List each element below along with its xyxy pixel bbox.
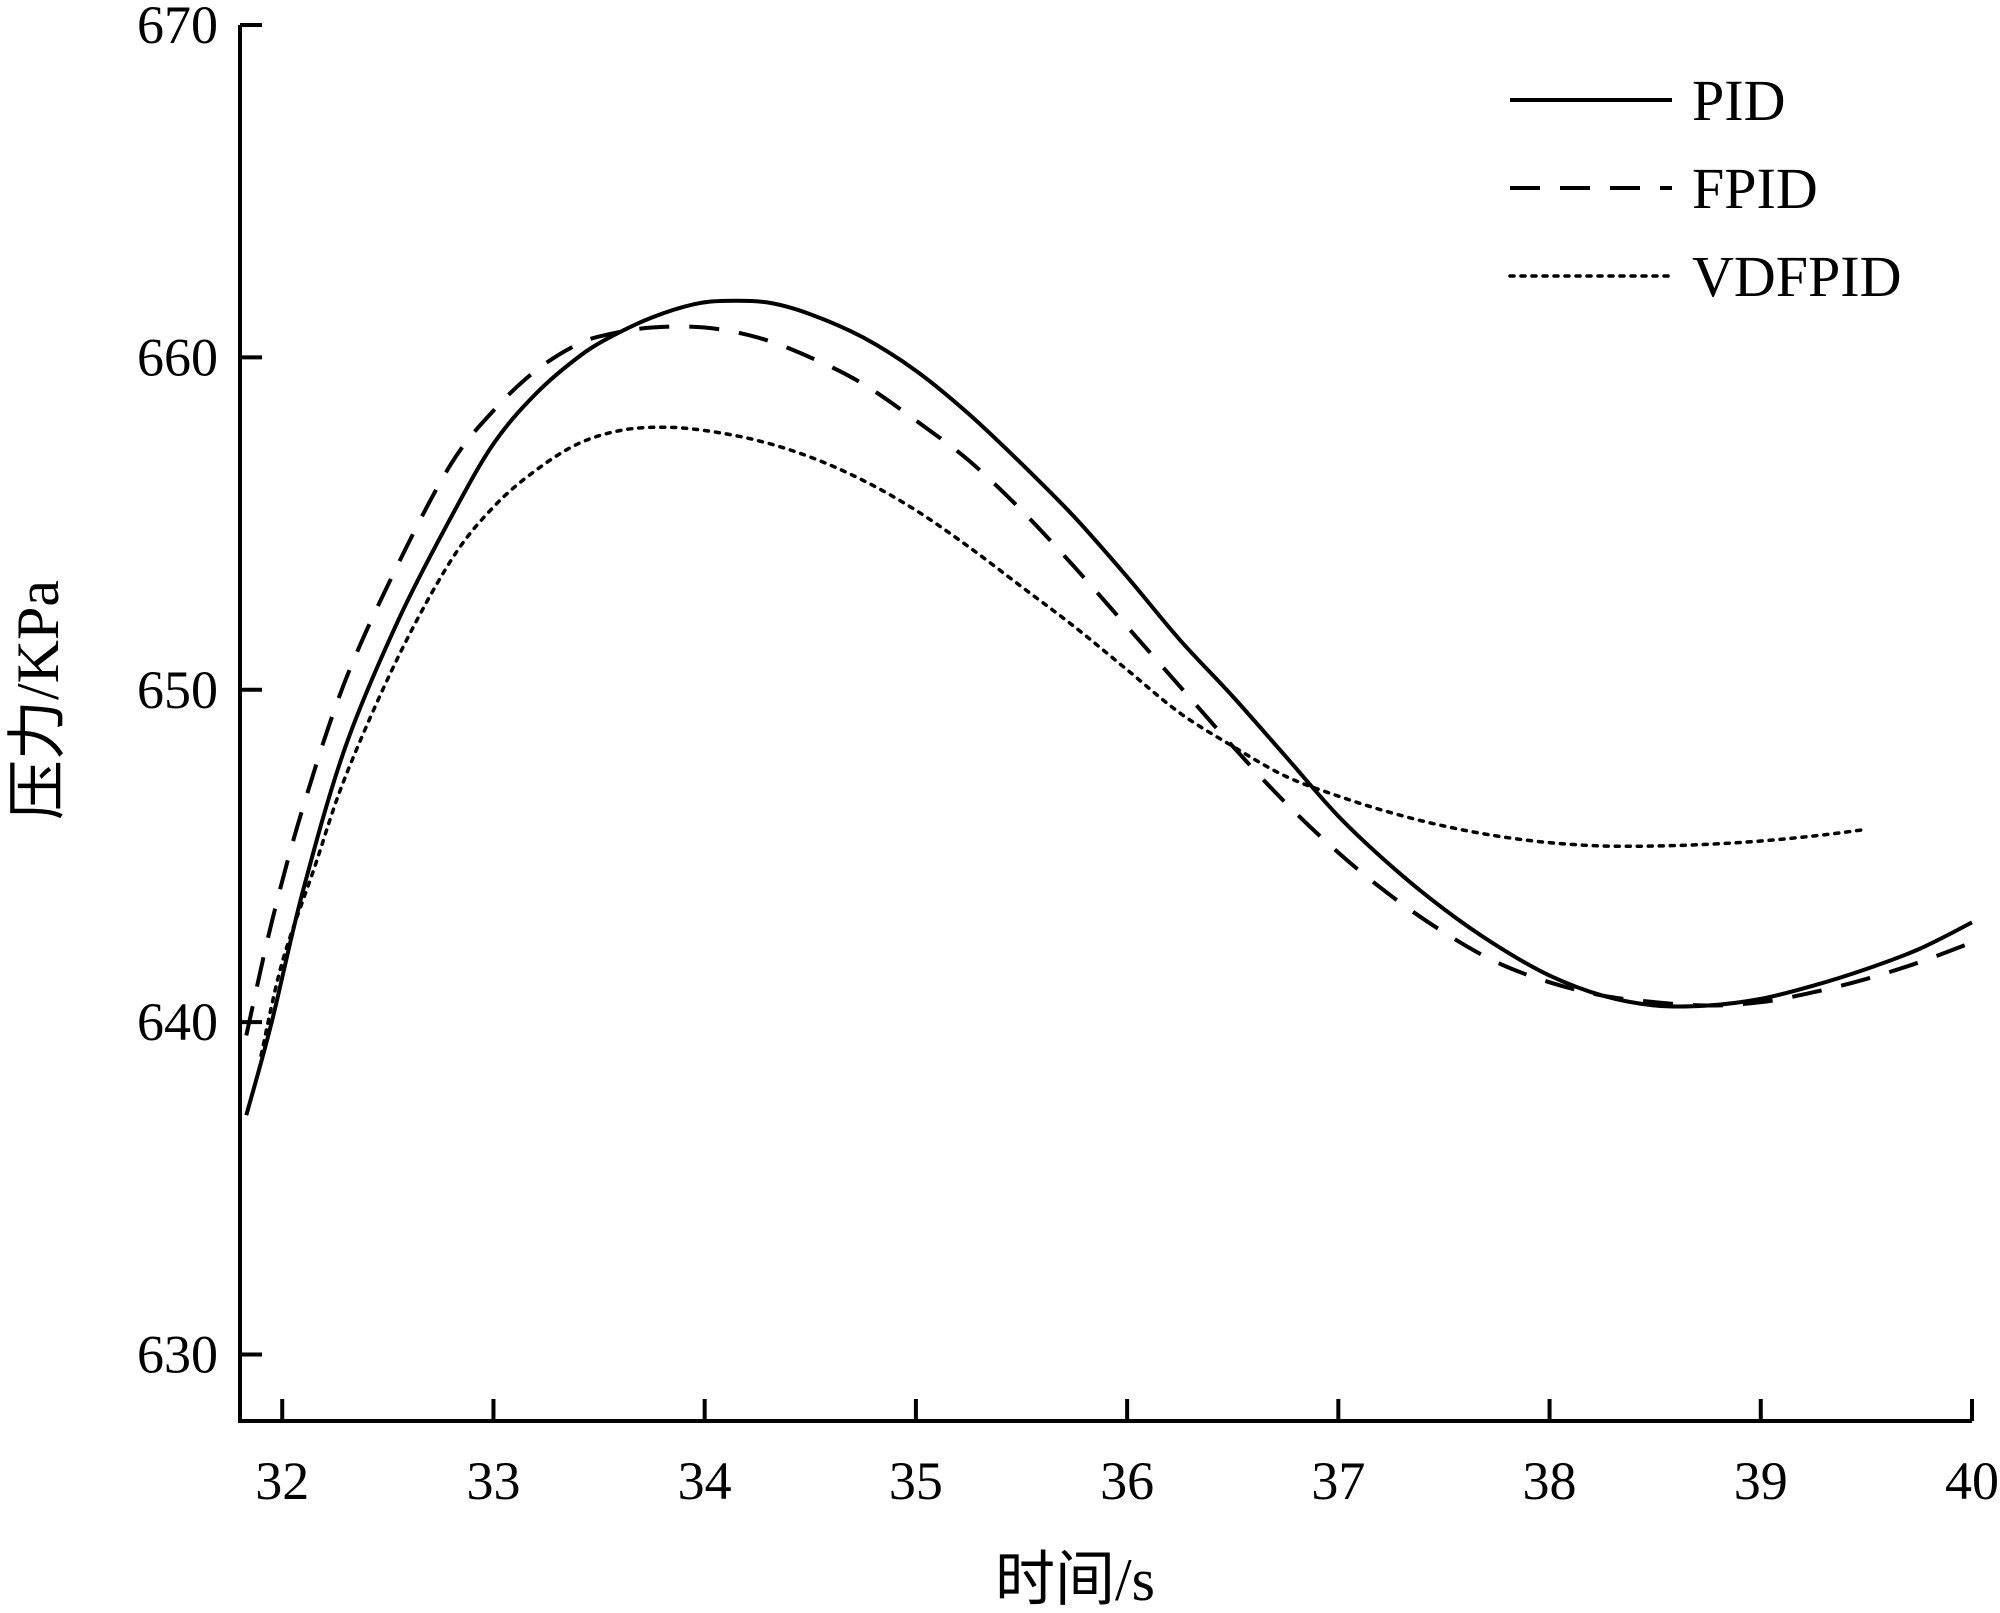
y-tick-label: 670: [137, 0, 218, 55]
axes: [238, 25, 1972, 1423]
x-tick-label: 38: [1523, 1451, 1577, 1511]
x-tick-label: 35: [889, 1451, 943, 1511]
series-lines: [244, 298, 1973, 1116]
y-axis-title: 压力/KPa: [5, 580, 71, 820]
x-axis-title: 时间/s: [995, 1547, 1155, 1613]
x-tick-label: 37: [1311, 1451, 1365, 1511]
y-tick-label: 660: [137, 327, 218, 387]
x-tick-label: 36: [1100, 1451, 1154, 1511]
legend-label-pid: PID: [1692, 68, 1785, 133]
x-tick-label: 40: [1945, 1451, 1999, 1511]
x-tick-label: 34: [678, 1451, 732, 1511]
y-tick-label: 640: [137, 992, 218, 1052]
y-tick-label: 650: [137, 660, 218, 720]
series-line-fpid: [244, 324, 1973, 1036]
x-tick-label: 33: [466, 1451, 520, 1511]
legend: PID FPID VDFPID: [1508, 68, 1902, 309]
legend-label-fpid: FPID: [1692, 156, 1818, 221]
x-tick-label: 32: [255, 1451, 309, 1511]
legend-label-vdfpid: VDFPID: [1692, 244, 1902, 309]
x-ticks: 32 33 34 35 36 37 38 39 40: [255, 1399, 1999, 1511]
x-tick-label: 39: [1734, 1451, 1788, 1511]
y-ticks: 630 640 650 660 670: [137, 0, 262, 1385]
series-line-vdfpid: [259, 425, 1869, 1058]
series-line-pid: [244, 298, 1973, 1116]
y-tick-label: 630: [137, 1325, 218, 1385]
